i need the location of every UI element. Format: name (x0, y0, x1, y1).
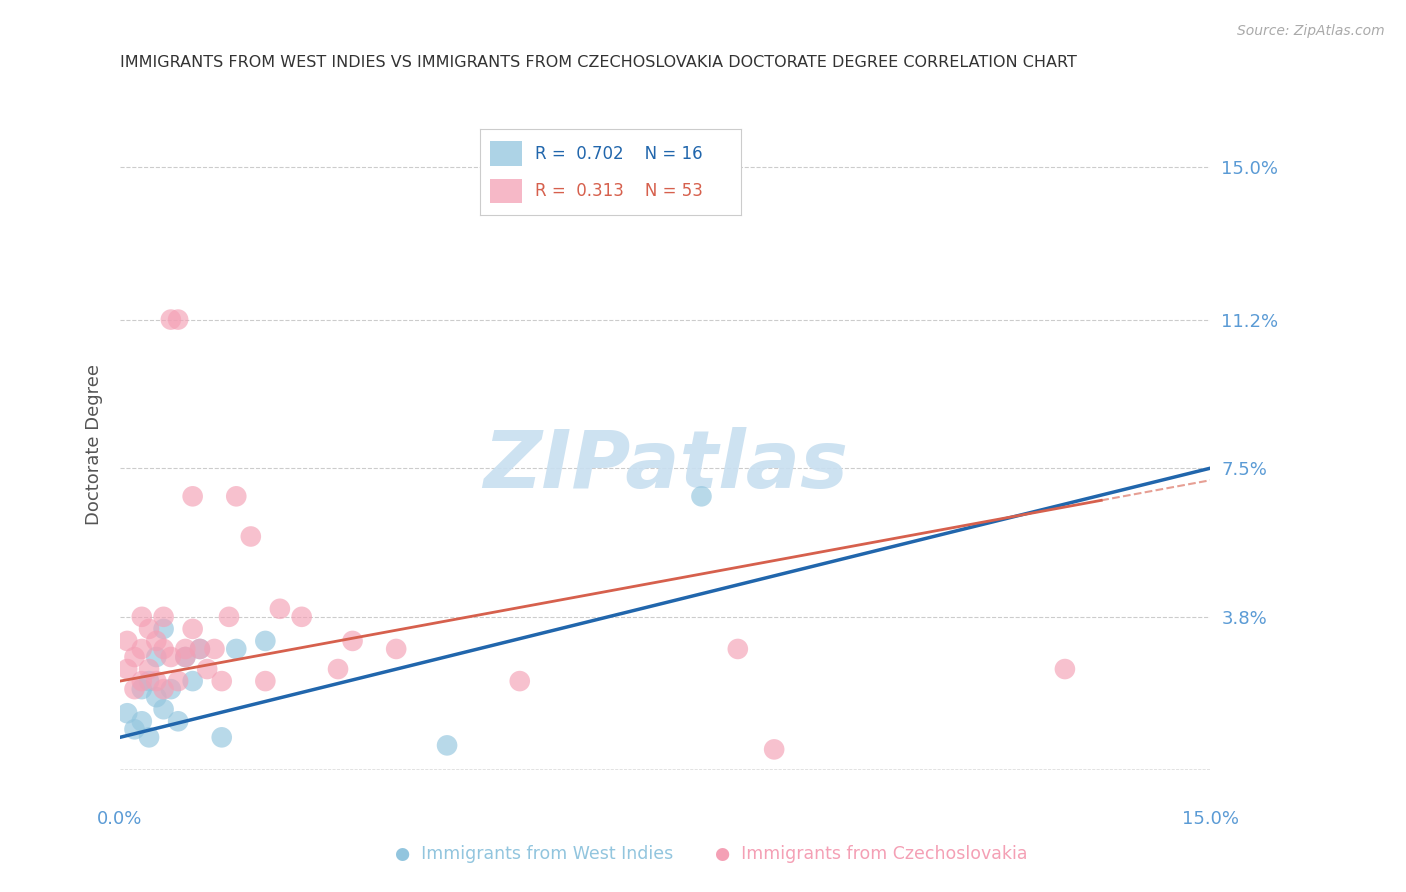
Point (167, 714, 190, 729)
Point (115, 634, 138, 648)
Point (152, 682, 174, 697)
Text: ●  Immigrants from West Indies: ● Immigrants from West Indies (395, 846, 673, 863)
Point (174, 642, 197, 657)
Point (152, 642, 174, 657)
Point (115, 706, 138, 721)
Point (124, 650, 146, 665)
Point (188, 642, 211, 657)
Point (763, 742, 786, 756)
Point (160, 650, 183, 665)
Point (225, 489, 247, 503)
Point (131, 714, 153, 729)
Text: ZIPatlas: ZIPatlas (482, 426, 848, 505)
Point (160, 682, 183, 697)
Point (167, 312, 190, 326)
Point (291, 610, 314, 624)
Point (204, 642, 226, 657)
Point (145, 674, 167, 689)
Point (138, 731, 160, 745)
Point (152, 702, 174, 716)
Point (188, 642, 211, 657)
Point (145, 690, 167, 705)
Point (690, 489, 713, 503)
Point (145, 650, 167, 665)
Point (174, 650, 197, 665)
Point (152, 610, 174, 624)
Point (254, 674, 277, 689)
Point (727, 642, 749, 657)
Point (174, 650, 197, 665)
Point (152, 622, 174, 636)
Point (181, 674, 204, 689)
Point (239, 529, 262, 543)
Point (436, 739, 458, 753)
Point (1053, 662, 1076, 676)
Point (131, 610, 153, 624)
Point (195, 662, 218, 676)
Point (124, 682, 146, 697)
Point (131, 682, 153, 697)
Point (115, 662, 138, 676)
Point (254, 634, 277, 648)
Text: ●  Immigrants from Czechoslovakia: ● Immigrants from Czechoslovakia (716, 846, 1028, 863)
Text: Source: ZipAtlas.com: Source: ZipAtlas.com (1237, 24, 1385, 38)
Point (225, 642, 247, 657)
Point (181, 489, 204, 503)
Point (269, 602, 291, 616)
Point (138, 662, 160, 676)
Point (342, 634, 364, 648)
Point (167, 674, 190, 689)
Point (326, 662, 349, 676)
Text: IMMIGRANTS FROM WEST INDIES VS IMMIGRANTS FROM CZECHOSLOVAKIA DOCTORATE DEGREE C: IMMIGRANTS FROM WEST INDIES VS IMMIGRANT… (120, 55, 1077, 70)
Point (160, 312, 183, 326)
Point (131, 674, 153, 689)
Point (145, 634, 167, 648)
Point (211, 674, 233, 689)
Point (138, 674, 160, 689)
Point (131, 642, 153, 657)
Point (138, 622, 160, 636)
Point (509, 674, 531, 689)
Point (218, 610, 240, 624)
Y-axis label: Doctorate Degree: Doctorate Degree (86, 364, 103, 524)
Point (385, 642, 408, 657)
Point (181, 622, 204, 636)
Point (124, 723, 146, 737)
Point (211, 731, 233, 745)
